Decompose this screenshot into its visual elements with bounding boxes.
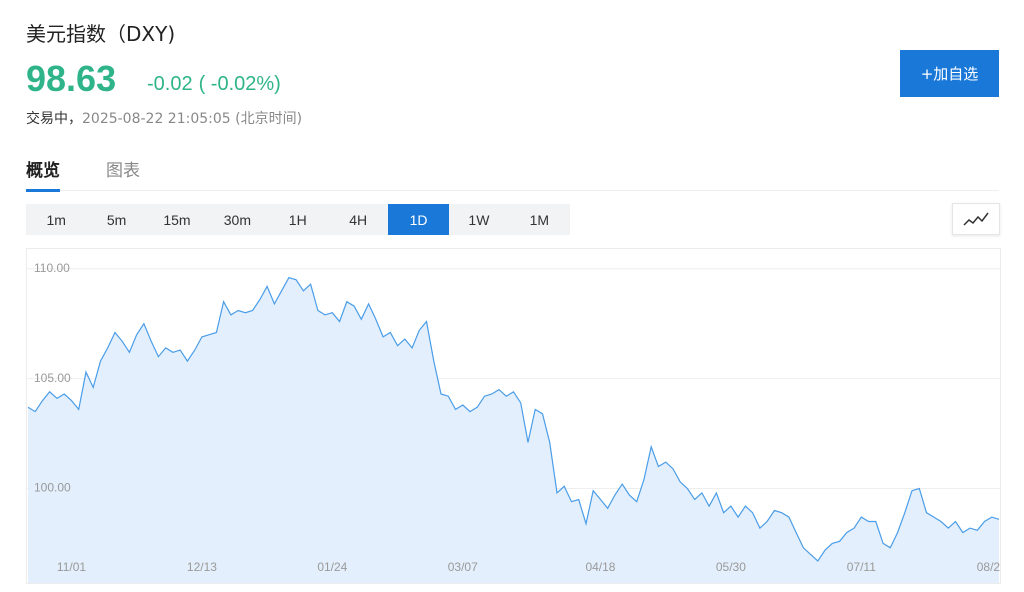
y-tick-label: 105.00 bbox=[34, 371, 71, 385]
trading-status: 交易中， bbox=[26, 111, 82, 127]
tab-divider bbox=[26, 190, 999, 191]
interval-button[interactable]: 1m bbox=[46, 211, 66, 228]
x-tick-label: 05/30 bbox=[716, 560, 746, 574]
chart-type-button[interactable] bbox=[952, 203, 1000, 235]
tab[interactable]: 概览 bbox=[26, 156, 60, 192]
chart-type-icon bbox=[963, 212, 989, 226]
change-value: -0.02 bbox=[147, 73, 193, 95]
area bbox=[28, 277, 999, 583]
interval-button[interactable]: 1H bbox=[288, 211, 307, 228]
interval-bar: 1m 5m 15m 30m 1H 4H 1D 1W 1M bbox=[26, 204, 570, 235]
line bbox=[27, 276, 1000, 562]
x-tick-label: 08/22 bbox=[977, 560, 1001, 574]
add-watchlist-button[interactable]: +加自选 bbox=[900, 50, 999, 97]
interval-button[interactable]: 1M bbox=[529, 211, 550, 228]
price: 98.63 bbox=[26, 58, 117, 99]
y-tick-label: 110.00 bbox=[34, 261, 70, 275]
interval-button[interactable]: 30m bbox=[223, 211, 251, 228]
status: 交易中，2025-08-22 21:05:05 (北京时间) bbox=[26, 108, 302, 128]
interval-button[interactable]: 5m bbox=[106, 211, 127, 228]
interval-button[interactable]: 1W bbox=[468, 211, 490, 228]
x-tick-label: 12/13 bbox=[187, 560, 217, 574]
interval-button[interactable]: 15m bbox=[163, 211, 191, 228]
chart: 100.00 105.00 110.00 11/01 12/13 01/24 03/07 04… bbox=[26, 248, 1001, 584]
x-tick-label: 03/07 bbox=[448, 560, 478, 574]
timezone: (北京时间) bbox=[235, 111, 303, 127]
x-tick-label: 07/11 bbox=[847, 560, 876, 574]
change: -0.02( -0.02%) bbox=[147, 73, 287, 96]
timestamp: 2025-08-22 21:05:05 bbox=[82, 111, 231, 127]
x-tick-label: 01/24 bbox=[317, 560, 347, 574]
y-tick-label: 100.00 bbox=[34, 481, 71, 495]
title: 美元指数（DXY) bbox=[26, 22, 176, 46]
x-tick-label: 04/18 bbox=[585, 560, 615, 574]
change-percent: ( -0.02%) bbox=[198, 73, 281, 95]
interval-button[interactable]: 1D bbox=[388, 204, 449, 235]
interval-button[interactable]: 4H bbox=[349, 211, 368, 228]
tab[interactable]: 图表 bbox=[106, 161, 140, 181]
x-tick-label: 11/01 bbox=[57, 560, 86, 574]
